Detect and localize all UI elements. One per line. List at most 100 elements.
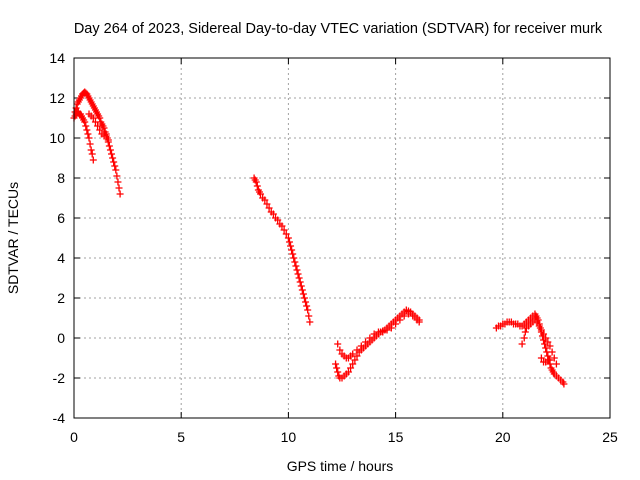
data-point [85, 134, 93, 142]
data-point [297, 282, 305, 290]
data-point [282, 230, 290, 238]
chart-title: Day 264 of 2023, Sidereal Day-to-day VTE… [74, 21, 603, 37]
data-point [521, 328, 529, 336]
y-tick-label: 12 [49, 90, 65, 106]
data-point [546, 342, 554, 350]
data-point [362, 338, 370, 346]
data-point [353, 346, 361, 354]
y-tick-label: 0 [57, 330, 65, 346]
data-point [91, 118, 99, 126]
x-tick-label: 15 [388, 429, 404, 445]
y-tick-label: -4 [53, 410, 66, 426]
data-point [353, 352, 361, 360]
data-point [265, 204, 273, 212]
data-point [533, 318, 541, 326]
data-point [366, 334, 374, 342]
x-tick-label: 10 [281, 429, 297, 445]
grid-lines [74, 58, 610, 418]
data-point [109, 154, 117, 162]
data-point [104, 136, 112, 144]
y-tick-label: -2 [53, 370, 66, 386]
y-tick-label: 6 [57, 210, 65, 226]
data-point [357, 342, 365, 350]
data-point [333, 364, 341, 372]
data-point [261, 196, 269, 204]
data-point [293, 266, 301, 274]
data-point [306, 318, 314, 326]
data-point [347, 364, 355, 372]
data-point [96, 114, 104, 122]
data-point [518, 340, 526, 348]
data-point [537, 354, 545, 362]
data-point [278, 222, 286, 230]
data-point [349, 360, 357, 368]
data-point [89, 156, 97, 164]
data-point [303, 302, 311, 310]
data-point [84, 130, 92, 138]
data-point [550, 354, 558, 362]
data-point [96, 126, 104, 134]
data-point [552, 360, 560, 368]
axis-ticks [73, 57, 611, 419]
data-point [115, 184, 123, 192]
x-tick-label: 25 [602, 429, 618, 445]
data-point [285, 238, 293, 246]
data-point [546, 356, 554, 364]
data-point [351, 356, 359, 364]
data-point [111, 162, 119, 170]
data-point [291, 258, 299, 266]
data-point [87, 146, 95, 154]
y-tick-label: 2 [57, 290, 65, 306]
data-point [542, 334, 550, 342]
data-point [81, 118, 89, 126]
data-point [83, 126, 91, 134]
data-point [383, 326, 391, 334]
data-point [110, 158, 118, 166]
data-point [114, 178, 122, 186]
data-point [105, 142, 113, 150]
data-point [334, 368, 342, 376]
data-point [542, 344, 550, 352]
data-point [108, 150, 116, 158]
data-point [302, 298, 310, 306]
data-point [289, 250, 297, 258]
y-tick-label: 4 [57, 250, 65, 266]
data-point [269, 210, 277, 218]
data-point [274, 216, 282, 224]
data-point [387, 324, 395, 332]
data-point [263, 200, 271, 208]
data-point [257, 190, 265, 198]
x-tick-labels: 0 5 10 15 20 25 [70, 429, 618, 445]
data-point [86, 140, 94, 148]
data-point [288, 246, 296, 254]
data-point [400, 312, 408, 320]
data-point [294, 270, 302, 278]
data-point [284, 234, 292, 242]
data-point [305, 312, 313, 320]
data-point [295, 274, 303, 282]
data-point [298, 286, 306, 294]
y-tick-labels: -4 -2 0 2 4 6 8 10 12 14 [49, 50, 65, 426]
data-points [70, 88, 568, 388]
x-tick-label: 20 [495, 429, 511, 445]
data-point [299, 290, 307, 298]
data-point [537, 326, 545, 334]
data-point [290, 254, 298, 262]
data-point [535, 322, 543, 330]
data-point [415, 318, 423, 326]
data-point [94, 122, 102, 130]
data-point [540, 330, 548, 338]
y-tick-label: 8 [57, 170, 65, 186]
data-point [349, 350, 357, 358]
data-point [88, 150, 96, 158]
data-point [304, 306, 312, 314]
y-tick-label: 14 [49, 50, 65, 66]
data-point [253, 182, 261, 190]
data-point [113, 172, 121, 180]
data-point [292, 262, 300, 270]
x-tick-label: 5 [177, 429, 185, 445]
data-point [370, 330, 378, 338]
y-tick-label: 10 [49, 130, 65, 146]
